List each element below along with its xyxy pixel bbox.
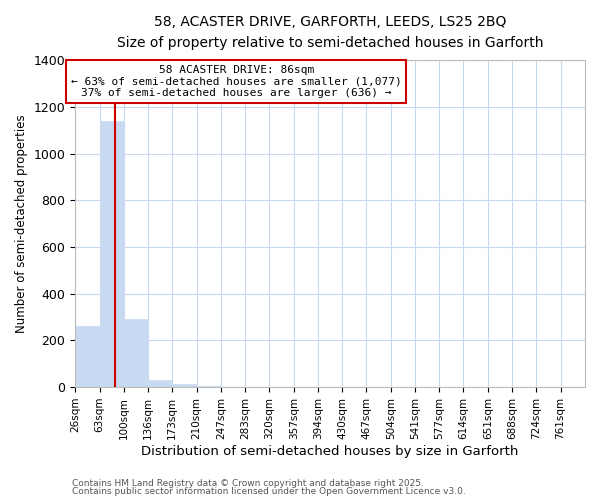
Text: Contains public sector information licensed under the Open Government Licence v3: Contains public sector information licen… [72, 487, 466, 496]
Text: Contains HM Land Registry data © Crown copyright and database right 2025.: Contains HM Land Registry data © Crown c… [72, 478, 424, 488]
Bar [124, 320, 148, 387]
X-axis label: Distribution of semi-detached houses by size in Garforth: Distribution of semi-detached houses by … [142, 444, 519, 458]
Bar [100, 121, 124, 387]
Text: 58 ACASTER DRIVE: 86sqm
← 63% of semi-detached houses are smaller (1,077)
37% of: 58 ACASTER DRIVE: 86sqm ← 63% of semi-de… [71, 65, 401, 98]
Bar [197, 386, 221, 387]
Bar [148, 380, 172, 387]
Bar [172, 384, 197, 387]
Bar [75, 326, 100, 387]
Y-axis label: Number of semi-detached properties: Number of semi-detached properties [15, 114, 28, 333]
Title: 58, ACASTER DRIVE, GARFORTH, LEEDS, LS25 2BQ
Size of property relative to semi-d: 58, ACASTER DRIVE, GARFORTH, LEEDS, LS25… [117, 15, 544, 50]
